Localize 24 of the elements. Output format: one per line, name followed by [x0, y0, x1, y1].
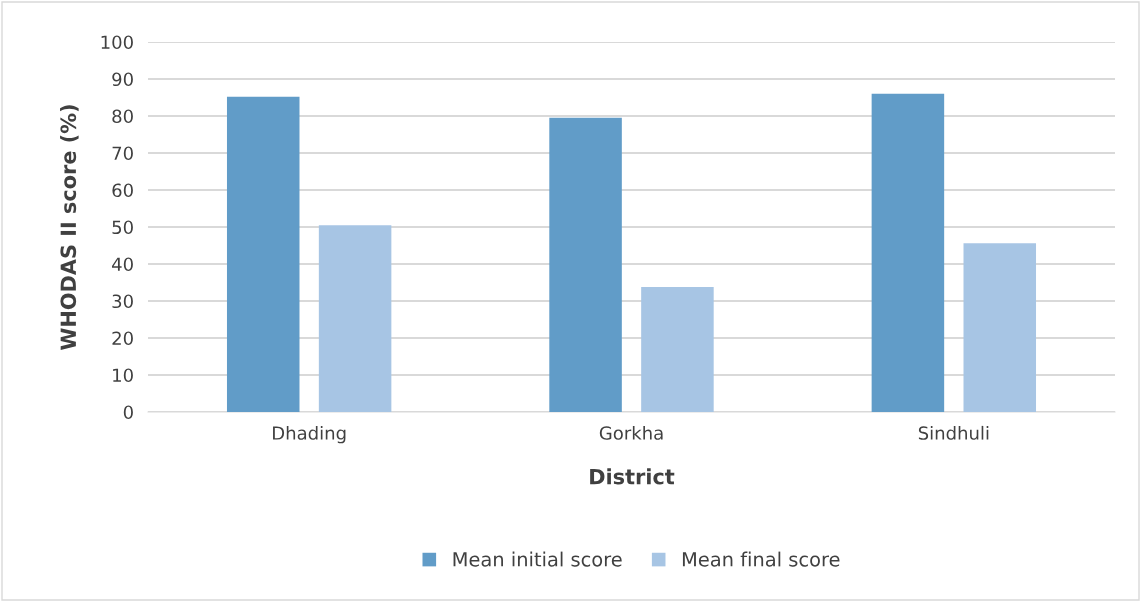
legend-label: Mean final score: [682, 551, 840, 567]
bar: [549, 117, 622, 412]
bar: [226, 96, 300, 412]
y-tick-label: 70: [112, 146, 133, 161]
y-tick-label: 40: [112, 257, 133, 272]
bar: [318, 225, 392, 412]
bar: [641, 286, 714, 412]
y-tick-label: 30: [112, 294, 133, 309]
y-tick-label: 60: [112, 183, 133, 198]
y-tick-label: 100: [101, 35, 133, 50]
bar: [963, 243, 1037, 412]
y-axis-title: WHODAS II score (%): [60, 105, 79, 350]
bar: [871, 93, 945, 412]
y-tick-label: 80: [112, 109, 133, 124]
y-tick-label: 10: [113, 368, 133, 383]
legend-label: Mean initial score: [453, 551, 622, 567]
x-axis-title: District: [590, 468, 675, 485]
x-tick-label: Gorkha: [599, 425, 663, 440]
y-tick-label: 20: [112, 331, 133, 346]
x-tick-label: Sindhuli: [918, 425, 989, 440]
y-tick-label: 50: [112, 220, 133, 235]
y-tick-label: 90: [112, 72, 133, 87]
y-tick-label: 0: [123, 405, 133, 420]
x-tick-label: Dhading: [273, 425, 346, 444]
